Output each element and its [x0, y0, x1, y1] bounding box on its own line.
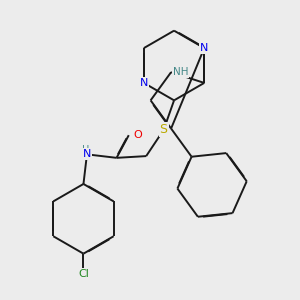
Text: O: O: [133, 130, 142, 140]
Text: NH: NH: [173, 67, 188, 77]
Text: N: N: [200, 43, 208, 53]
Text: H: H: [82, 145, 89, 155]
Text: N: N: [140, 78, 148, 88]
Text: N: N: [83, 149, 91, 159]
Text: S: S: [160, 124, 168, 136]
Text: Cl: Cl: [78, 268, 89, 278]
